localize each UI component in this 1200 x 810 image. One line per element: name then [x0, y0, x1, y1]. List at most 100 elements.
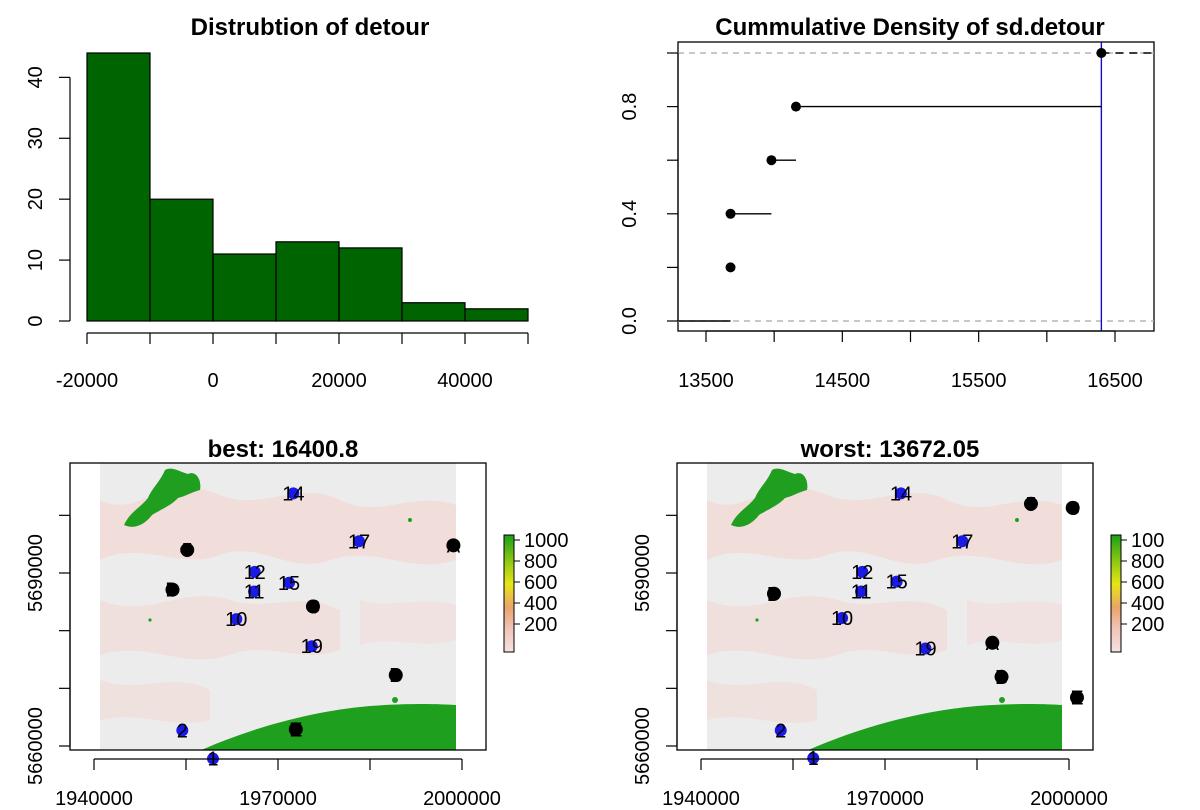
- hist-bar: [212, 253, 277, 322]
- map-point-label: 5: [1025, 494, 1036, 516]
- map-point-E: [288, 722, 303, 737]
- map-point-1: [807, 752, 820, 765]
- map-x-tick-label: 2000000: [1030, 788, 1108, 810]
- map-point-12: [856, 565, 869, 578]
- map-point-label: 5: [182, 540, 193, 562]
- map-point-label: 12: [244, 562, 266, 584]
- hist-x-tick-label: -20000: [56, 370, 118, 392]
- ecdf-point: [766, 155, 777, 166]
- map-point-2: [774, 724, 787, 737]
- map-point-label: 2: [775, 720, 786, 742]
- hist-y-tick-label: 20: [25, 188, 47, 210]
- best-map-x-axis: 1940000 1970000 2000000: [55, 758, 501, 810]
- ecdf-y-tick-label: 0.8: [619, 93, 641, 121]
- map-point-D: [766, 586, 781, 601]
- best-legend-colorbar: [503, 534, 515, 653]
- ecdf-x-axis: 13500 14500 15500 16500: [678, 330, 1143, 392]
- legend-label: 1000: [524, 530, 569, 552]
- map-point-D: [165, 582, 180, 597]
- map-point-label: B: [995, 667, 1008, 689]
- map-point-15: [890, 575, 903, 588]
- ecdf-content: [678, 42, 1154, 331]
- map-point-label: 11: [244, 581, 265, 603]
- hist-y-axis: 0 10 20 30 40: [25, 66, 71, 327]
- map-point-label: 10: [225, 609, 247, 631]
- hist-x-axis: -20000 0 20000 40000: [56, 332, 529, 392]
- map-point-label: D: [767, 584, 781, 606]
- map-point-label: 12: [851, 562, 873, 584]
- ecdf-x-tick-label: 15500: [951, 370, 1007, 392]
- ecdf-y-tick-label: 0.0: [619, 307, 641, 335]
- raster-background: [707, 463, 1062, 750]
- ecdf-point: [725, 208, 736, 219]
- ecdf-panel: Cummulative Density of sd.detour 13500 14…: [619, 14, 1155, 392]
- hist-x-tick-label: 20000: [311, 370, 367, 392]
- ecdf-point: [1096, 48, 1107, 58]
- map-point-19: [305, 640, 318, 653]
- legend-label: 600: [1131, 572, 1164, 594]
- map-point-A: [446, 538, 461, 553]
- hist-y-tick-label: 10: [25, 249, 47, 271]
- map-point-B: [994, 669, 1009, 684]
- map-point-C: [1065, 500, 1080, 515]
- hist-title: Distrubtion of detour: [191, 14, 430, 41]
- map-point-label: 15: [886, 572, 908, 594]
- map-point-11: [855, 585, 868, 598]
- ecdf-y-axis: 0.0 0.4 0.8: [619, 52, 679, 335]
- hist-y-tick-label: 30: [25, 127, 47, 149]
- map-y-tick-label: 5660000: [632, 707, 654, 785]
- hist-bar: [338, 247, 403, 322]
- map-x-tick-label: 1940000: [662, 788, 740, 810]
- map-point-label: B: [389, 665, 402, 687]
- hist-y-tick-label: 40: [25, 66, 47, 88]
- map-point-15: [283, 576, 296, 589]
- map-point-label: A: [447, 535, 461, 557]
- map-point-label: 17: [951, 531, 973, 553]
- legend-label: 600: [524, 572, 557, 594]
- ecdf-x-tick-label: 16500: [1087, 370, 1143, 392]
- map-point-label: 17: [348, 531, 370, 553]
- map-point-label: E: [1070, 688, 1083, 710]
- worst-map-y-axis: 5660000 5690000: [632, 514, 678, 785]
- map-point-label: C: [1065, 498, 1079, 520]
- best-map-points: 14 17 A 5 12 15 D 11 C 10 19 B 2 E 1: [165, 483, 460, 770]
- ecdf-y-tick-label: 0.4: [619, 200, 641, 228]
- ecdf-plot-box: [677, 41, 1155, 332]
- legend-label: 100: [1131, 530, 1164, 552]
- hist-bar: [86, 52, 151, 322]
- map-point-A: [985, 635, 1000, 650]
- map-x-tick-label: 1940000: [55, 788, 133, 810]
- map-point-label: 15: [278, 573, 300, 595]
- map-y-tick-label: 5690000: [632, 534, 654, 612]
- map-point-10: [836, 611, 849, 624]
- ecdf-point: [725, 262, 736, 273]
- map-point-label: 1: [207, 749, 218, 771]
- best-map-title: best: 16400.8: [208, 436, 359, 463]
- map-point-11: [248, 585, 261, 598]
- map-point-14: [287, 487, 300, 500]
- map-point-17: [352, 535, 365, 548]
- legend-label: 800: [1131, 551, 1164, 573]
- map-point-14: [894, 487, 907, 500]
- map-point-5: [1023, 496, 1038, 511]
- best-map-y-axis: 5660000 5690000: [25, 514, 71, 785]
- legend-label: 200: [524, 614, 557, 636]
- histogram-panel: Distrubtion of detour -20000 0 20000 40000 …: [25, 14, 529, 392]
- ecdf-x-tick-label: 13500: [678, 370, 734, 392]
- map-x-tick-label: 2000000: [423, 788, 501, 810]
- ecdf-title: Cummulative Density of sd.detour: [715, 14, 1104, 41]
- hist-bar: [464, 308, 529, 322]
- hist-bars: [86, 52, 529, 322]
- map-point-19: [919, 642, 932, 655]
- worst-legend-colorbar: [1110, 534, 1122, 653]
- map-point-label: 11: [851, 581, 872, 603]
- map-x-tick-label: 1970000: [846, 788, 924, 810]
- legend-label: 200: [1131, 614, 1164, 636]
- map-point-label: 14: [282, 483, 304, 505]
- map-point-label: C: [306, 596, 320, 618]
